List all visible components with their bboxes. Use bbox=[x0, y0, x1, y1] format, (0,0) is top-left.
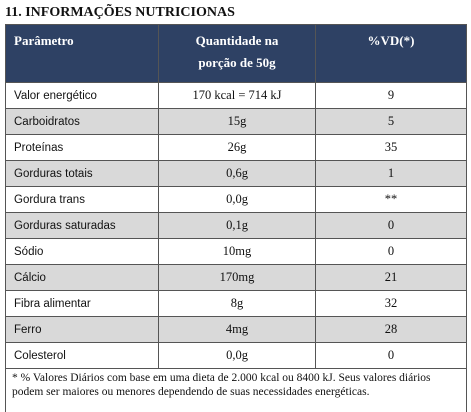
nutrient-name: Gordura trans bbox=[5, 186, 159, 213]
nutrient-name: Colesterol bbox=[5, 342, 159, 369]
table-row: Gorduras totais 0,6g 1 bbox=[5, 160, 467, 187]
nutrient-name: Proteínas bbox=[5, 134, 159, 161]
table-row: Carboidratos 15g 5 bbox=[5, 108, 467, 135]
nutrient-name: Valor energético bbox=[5, 82, 159, 109]
table-body: Valor energético 170 kcal = 714 kJ 9 Carboi… bbox=[5, 82, 467, 412]
daily-value: ** bbox=[315, 186, 467, 213]
header-row: Parâmetro Quantidade na porção de 50g %VD(*… bbox=[5, 24, 467, 83]
daily-value: 1 bbox=[315, 160, 467, 187]
daily-value: 35 bbox=[315, 134, 467, 161]
table-row: Fibra alimentar 8g 32 bbox=[5, 290, 467, 317]
daily-value: 0 bbox=[315, 342, 467, 369]
header-line: Quantidade na bbox=[195, 33, 279, 48]
quantity: 170mg bbox=[158, 264, 316, 291]
nutrient-name: Ferro bbox=[5, 316, 159, 343]
table-row: Valor energético 170 kcal = 714 kJ 9 bbox=[5, 82, 467, 109]
table-row: Gordura trans 0,0g ** bbox=[5, 186, 467, 213]
quantity: 0,0g bbox=[158, 186, 316, 213]
nutrient-name: Fibra alimentar bbox=[5, 290, 159, 317]
nutrient-name: Carboidratos bbox=[5, 108, 159, 135]
table-row: Ferro 4mg 28 bbox=[5, 316, 467, 343]
quantity: 0,0g bbox=[158, 342, 316, 369]
table-row: Proteínas 26g 35 bbox=[5, 134, 467, 161]
header-cell: Parâmetro bbox=[5, 24, 159, 83]
table-row: Sódio 10mg 0 bbox=[5, 238, 467, 265]
nutrition-table: Parâmetro Quantidade na porção de 50g %VD(*… bbox=[5, 24, 467, 412]
daily-value: 5 bbox=[315, 108, 467, 135]
quantity: 170 kcal = 714 kJ bbox=[158, 82, 316, 109]
section-title: 11. INFORMAÇÕES NUTRICIONAS bbox=[5, 5, 235, 20]
quantity: 15g bbox=[158, 108, 316, 135]
quantity: 10mg bbox=[158, 238, 316, 265]
table-row: Colesterol 0,0g 0 bbox=[5, 342, 467, 369]
header-cell: %VD(*) bbox=[315, 24, 467, 83]
quantity: 4mg bbox=[158, 316, 316, 343]
quantity: 8g bbox=[158, 290, 316, 317]
header-cell: Quantidade na porção de 50g bbox=[158, 24, 316, 83]
daily-value: 0 bbox=[315, 238, 467, 265]
nutrient-name: Gorduras totais bbox=[5, 160, 159, 187]
quantity: 26g bbox=[158, 134, 316, 161]
daily-value: 9 bbox=[315, 82, 467, 109]
footnote-row: * % Valores Diários com base em uma diet… bbox=[5, 368, 467, 412]
nutrient-name: Sódio bbox=[5, 238, 159, 265]
footnote: * % Valores Diários com base em uma diet… bbox=[5, 368, 467, 412]
quantity: 0,6g bbox=[158, 160, 316, 187]
header-line: porção de 50g bbox=[198, 55, 276, 70]
quantity: 0,1g bbox=[158, 212, 316, 239]
nutrient-name: Gorduras saturadas bbox=[5, 212, 159, 239]
daily-value: 21 bbox=[315, 264, 467, 291]
daily-value: 32 bbox=[315, 290, 467, 317]
table-row: Cálcio 170mg 21 bbox=[5, 264, 467, 291]
nutrient-name: Cálcio bbox=[5, 264, 159, 291]
daily-value: 0 bbox=[315, 212, 467, 239]
table-row: Gorduras saturadas 0,1g 0 bbox=[5, 212, 467, 239]
daily-value: 28 bbox=[315, 316, 467, 343]
